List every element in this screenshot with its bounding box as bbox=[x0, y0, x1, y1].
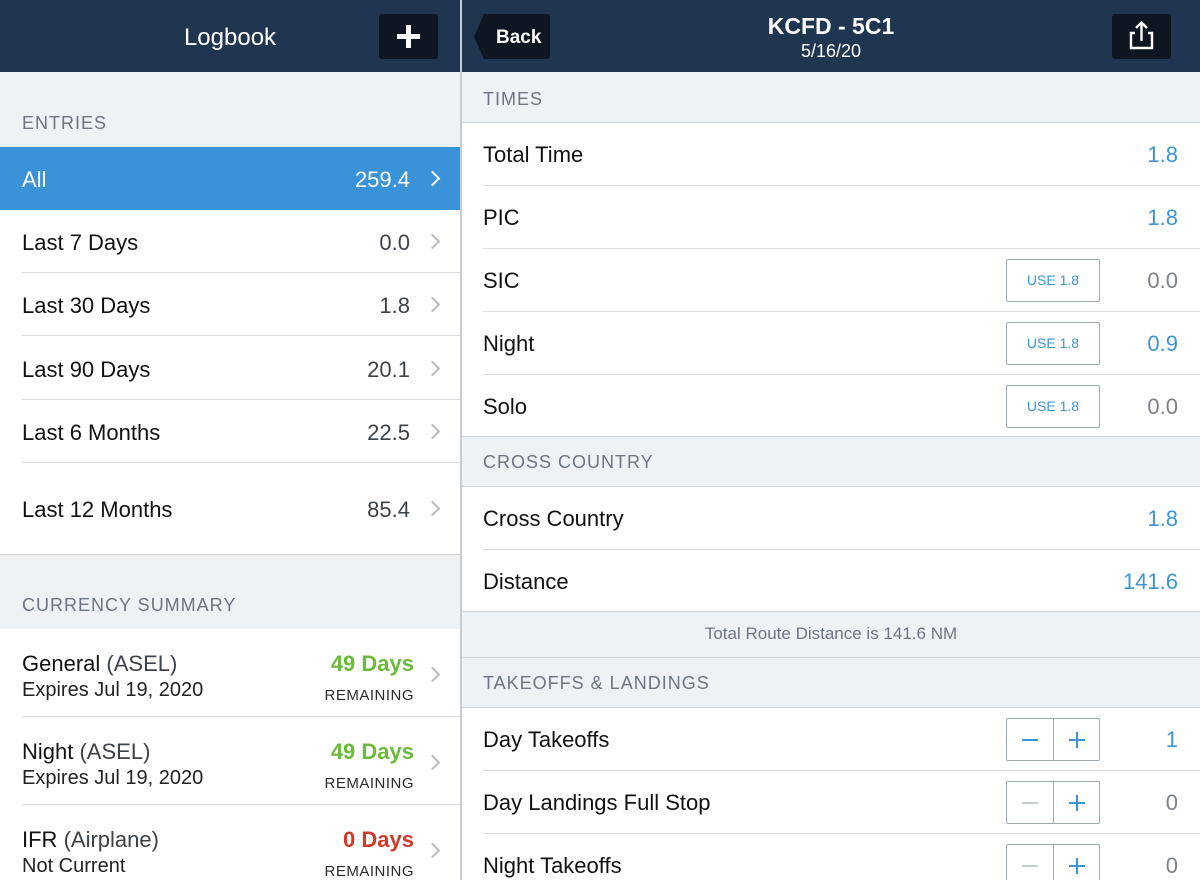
total-time-value[interactable]: 1.8 bbox=[1147, 142, 1178, 167]
entries-row-last-90-days[interactable]: Last 90 Days 20.1 bbox=[0, 336, 460, 400]
chevron-right-icon bbox=[424, 170, 441, 187]
day-landings-value[interactable]: 0 bbox=[1165, 790, 1178, 815]
detail-navbar: Back KCFD - 5C1 5/16/20 bbox=[462, 0, 1200, 72]
times-row-night[interactable]: Night USE 1.8 0.9 bbox=[462, 312, 1200, 375]
logbook-title: Logbook bbox=[183, 24, 277, 51]
use-total-sic-button[interactable]: USE 1.8 bbox=[1006, 259, 1100, 302]
entry-value: 85.4 bbox=[367, 497, 410, 522]
add-entry-button[interactable] bbox=[379, 14, 438, 59]
night-takeoffs-stepper[interactable] bbox=[1006, 844, 1100, 880]
cross-country-value[interactable]: 1.8 bbox=[1147, 506, 1178, 531]
decrement-button[interactable] bbox=[1007, 782, 1053, 823]
times-row-pic[interactable]: PIC 1.8 bbox=[462, 186, 1200, 249]
chevron-right-icon bbox=[424, 500, 441, 517]
currency-remaining-label: REMAINING bbox=[324, 775, 414, 792]
distance-value[interactable]: 141.6 bbox=[1122, 569, 1178, 594]
solo-value[interactable]: 0.0 bbox=[1147, 394, 1178, 419]
use-total-solo-button[interactable]: USE 1.8 bbox=[1006, 385, 1100, 428]
times-row-total-time[interactable]: Total Time 1.8 bbox=[462, 123, 1200, 186]
chevron-right-icon bbox=[424, 360, 441, 377]
currency-remaining-label: REMAINING bbox=[324, 863, 414, 880]
logbook-navbar: Logbook bbox=[0, 0, 460, 72]
entry-value: 22.5 bbox=[367, 420, 410, 445]
share-icon bbox=[1129, 20, 1154, 50]
entries-row-last-12-months[interactable]: Last 12 Months 85.4 bbox=[0, 463, 460, 554]
currency-expiry: Not Current bbox=[22, 855, 126, 877]
currency-section-header: CURRENCY SUMMARY bbox=[0, 554, 460, 629]
increment-button[interactable] bbox=[1054, 719, 1100, 760]
xc-row-cross-country[interactable]: Cross Country 1.8 bbox=[462, 487, 1200, 550]
entry-detail-pane: Back KCFD - 5C1 5/16/20 TIMES Total Time… bbox=[462, 0, 1200, 880]
currency-days: 0 Days bbox=[343, 827, 414, 852]
currency-remaining-label: REMAINING bbox=[324, 687, 414, 704]
back-button[interactable]: Back bbox=[474, 14, 550, 59]
times-row-sic[interactable]: SIC USE 1.8 0.0 bbox=[462, 249, 1200, 312]
currency-row-night[interactable]: Night (ASEL) Expires Jul 19, 2020 49 Day… bbox=[0, 717, 460, 805]
cross-country-section-header: CROSS COUNTRY bbox=[462, 436, 1200, 487]
currency-title: Night (ASEL) bbox=[22, 739, 151, 764]
currency-days: 49 Days bbox=[330, 651, 414, 676]
entry-label: Last 7 Days bbox=[22, 230, 139, 255]
entries-row-last-6-months[interactable]: Last 6 Months 22.5 bbox=[0, 400, 460, 463]
entries-row-last-30-days[interactable]: Last 30 Days 1.8 bbox=[0, 273, 460, 336]
chevron-right-icon bbox=[424, 666, 441, 683]
chevron-right-icon bbox=[424, 296, 441, 313]
entry-label: Last 12 Months bbox=[22, 497, 173, 522]
minus-icon bbox=[1022, 865, 1038, 867]
chevron-right-icon bbox=[424, 233, 441, 250]
chevron-right-icon bbox=[424, 842, 441, 859]
entry-label: All bbox=[22, 167, 47, 192]
minus-icon bbox=[1022, 739, 1038, 741]
currency-row-ifr[interactable]: IFR (Airplane) Not Current 0 Days REMAIN… bbox=[0, 805, 460, 880]
times-section-header: TIMES bbox=[462, 72, 1200, 123]
chevron-right-icon bbox=[424, 754, 441, 771]
day-landings-stepper[interactable] bbox=[1006, 781, 1100, 824]
entry-value: 259.4 bbox=[354, 167, 410, 192]
minus-icon bbox=[1022, 802, 1038, 804]
entry-value: 20.1 bbox=[367, 357, 410, 382]
day-takeoffs-stepper[interactable] bbox=[1006, 718, 1100, 761]
tl-row-night-takeoffs[interactable]: Night Takeoffs 0 bbox=[462, 834, 1200, 880]
chevron-right-icon bbox=[424, 423, 441, 440]
entries-row-last-7-days[interactable]: Last 7 Days 0.0 bbox=[0, 210, 460, 273]
entry-date: 5/16/20 bbox=[800, 41, 862, 61]
tl-row-day-landings-full-stop[interactable]: Day Landings Full Stop 0 bbox=[462, 771, 1200, 834]
currency-row-general[interactable]: General (ASEL) Expires Jul 19, 2020 49 D… bbox=[0, 629, 460, 717]
increment-button[interactable] bbox=[1054, 845, 1100, 880]
decrement-button[interactable] bbox=[1007, 845, 1053, 880]
entry-value: 1.8 bbox=[379, 293, 410, 318]
currency-title: IFR (Airplane) bbox=[22, 827, 159, 852]
route-distance-note: Total Route Distance is 141.6 NM bbox=[462, 611, 1200, 658]
entries-row-all[interactable]: All 259.4 bbox=[0, 147, 460, 210]
use-total-night-button[interactable]: USE 1.8 bbox=[1006, 322, 1100, 365]
xc-row-distance[interactable]: Distance 141.6 bbox=[462, 550, 1200, 611]
night-takeoffs-value[interactable]: 0 bbox=[1165, 853, 1178, 878]
currency-title: General (ASEL) bbox=[22, 651, 178, 676]
entry-label: Last 6 Months bbox=[22, 420, 161, 445]
entry-value: 0.0 bbox=[379, 230, 410, 255]
entry-label: Last 90 Days bbox=[22, 357, 151, 382]
currency-expiry: Expires Jul 19, 2020 bbox=[22, 679, 204, 701]
logbook-pane: Logbook ENTRIES All 259.4 Last 7 Days 0.… bbox=[0, 0, 460, 880]
currency-days: 49 Days bbox=[330, 739, 414, 764]
pane-divider bbox=[460, 0, 462, 880]
increment-button[interactable] bbox=[1054, 782, 1100, 823]
night-value[interactable]: 0.9 bbox=[1147, 331, 1178, 356]
tl-row-day-takeoffs[interactable]: Day Takeoffs 1 bbox=[462, 708, 1200, 771]
times-row-solo[interactable]: Solo USE 1.8 0.0 bbox=[462, 375, 1200, 438]
decrement-button[interactable] bbox=[1007, 719, 1053, 760]
route-title: KCFD - 5C1 bbox=[767, 13, 895, 39]
entries-section-header: ENTRIES bbox=[0, 72, 460, 147]
pic-value[interactable]: 1.8 bbox=[1147, 205, 1178, 230]
day-takeoffs-value[interactable]: 1 bbox=[1165, 727, 1178, 752]
currency-expiry: Expires Jul 19, 2020 bbox=[22, 767, 204, 789]
takeoffs-landings-section-header: TAKEOFFS & LANDINGS bbox=[462, 658, 1200, 708]
entry-label: Last 30 Days bbox=[22, 293, 151, 318]
share-button[interactable] bbox=[1112, 14, 1171, 59]
sic-value[interactable]: 0.0 bbox=[1147, 268, 1178, 293]
